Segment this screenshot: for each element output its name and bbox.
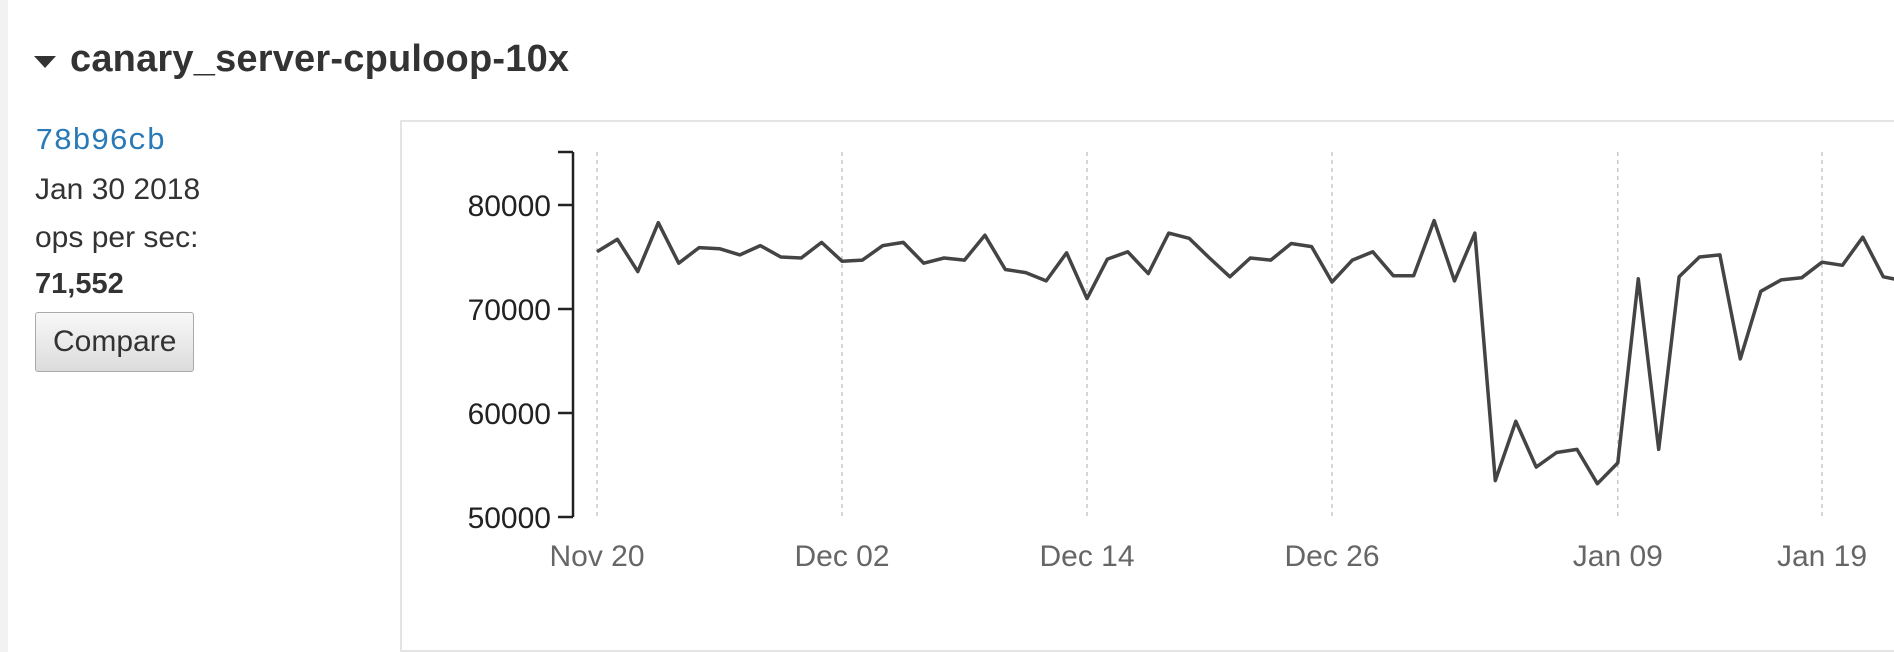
y-tick-label: 50000 bbox=[468, 502, 551, 535]
chart-panel bbox=[400, 120, 1894, 652]
page-left-strip bbox=[0, 0, 8, 652]
benchmark-header[interactable]: canary_server-cpuloop-10x bbox=[34, 38, 569, 81]
x-tick-label: Dec 14 bbox=[1039, 540, 1134, 573]
series-line bbox=[596, 218, 1894, 486]
y-tick-label: 70000 bbox=[468, 294, 551, 327]
x-tick-label: Dec 26 bbox=[1284, 540, 1379, 573]
x-tick-label: Jan 19 bbox=[1777, 540, 1867, 573]
commit-date: Jan 30 2018 bbox=[35, 173, 201, 206]
benchmark-title: canary_server-cpuloop-10x bbox=[70, 38, 570, 80]
metric-label: ops per sec: bbox=[35, 221, 199, 254]
x-tick-label: Jan 09 bbox=[1573, 540, 1663, 573]
y-tick-label: 60000 bbox=[468, 398, 551, 431]
y-tick-label: 80000 bbox=[468, 190, 551, 223]
compare-button[interactable]: Compare bbox=[35, 312, 195, 372]
collapse-caret-icon[interactable] bbox=[34, 55, 56, 68]
benchmark-info: 78b96cb Jan 30 2018 ops per sec: 71,552 … bbox=[35, 118, 365, 372]
x-tick-label: Nov 20 bbox=[549, 540, 644, 573]
metric-value: 71,552 bbox=[35, 268, 124, 300]
x-tick-label: Dec 02 bbox=[794, 540, 889, 573]
commit-link[interactable]: 78b96cb bbox=[35, 124, 166, 159]
